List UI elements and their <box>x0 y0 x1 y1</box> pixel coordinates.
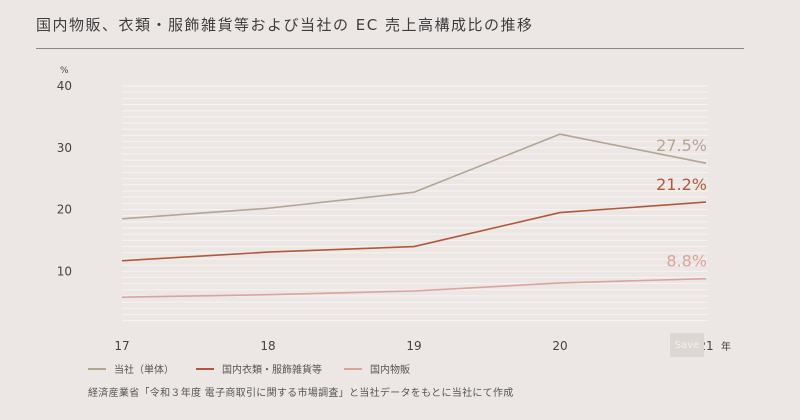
series-line <box>121 133 707 220</box>
legend-label-apparel: 国内衣類・服飾雑貨等 <box>222 365 322 376</box>
grid-lines <box>122 85 708 322</box>
y-tick-label: 10 <box>57 264 72 278</box>
series-end-label: 27.5% <box>656 136 707 155</box>
y-axis-ticks: 10 20 30 40 <box>57 79 72 278</box>
series-end-label: 21.2% <box>656 175 707 194</box>
x-tick-label: 19 <box>406 339 421 353</box>
y-axis-unit-label: % <box>60 66 69 76</box>
legend-item-apparel: 国内衣類・服飾雑貨等 <box>196 361 322 376</box>
legend-swatch-domestic <box>344 367 362 370</box>
legend-item-domestic: 国内物販 <box>344 361 410 376</box>
save-watermark: Save <box>670 333 704 357</box>
y-tick-label: 40 <box>57 79 72 93</box>
series-end-labels: 27.5% 21.2% 8.8% <box>656 136 707 270</box>
legend-swatch-company <box>88 367 106 370</box>
chart-title: 国内物販、衣類・服飾雑貨等および当社の EC 売上高構成比の推移 <box>36 16 534 34</box>
series-end-label: 8.8% <box>666 252 707 271</box>
legend-swatch-apparel <box>196 367 214 370</box>
y-tick-label: 30 <box>57 141 72 155</box>
series-line <box>121 201 707 262</box>
legend: 当社（単体） 国内衣類・服飾雑貨等 国内物販 <box>88 361 410 376</box>
series-lines <box>121 133 707 298</box>
legend-item-company: 当社（単体） <box>88 361 174 376</box>
x-tick-label: 18 <box>260 339 275 353</box>
x-tick-label: 17 <box>114 339 129 353</box>
x-tick-label: 20 <box>552 339 567 353</box>
legend-label-domestic: 国内物販 <box>370 365 410 376</box>
legend-label-company: 当社（単体） <box>114 365 174 376</box>
source-note: 経済産業省「令和３年度 電子商取引に関する市場調査」と当社データをもとに当社にて… <box>88 388 514 399</box>
title-divider <box>36 48 744 49</box>
series-line <box>121 277 707 298</box>
x-axis-unit-label: 年 <box>721 340 731 353</box>
x-axis-ticks: 17 18 19 20 21 <box>114 339 713 353</box>
y-tick-label: 20 <box>57 203 72 217</box>
